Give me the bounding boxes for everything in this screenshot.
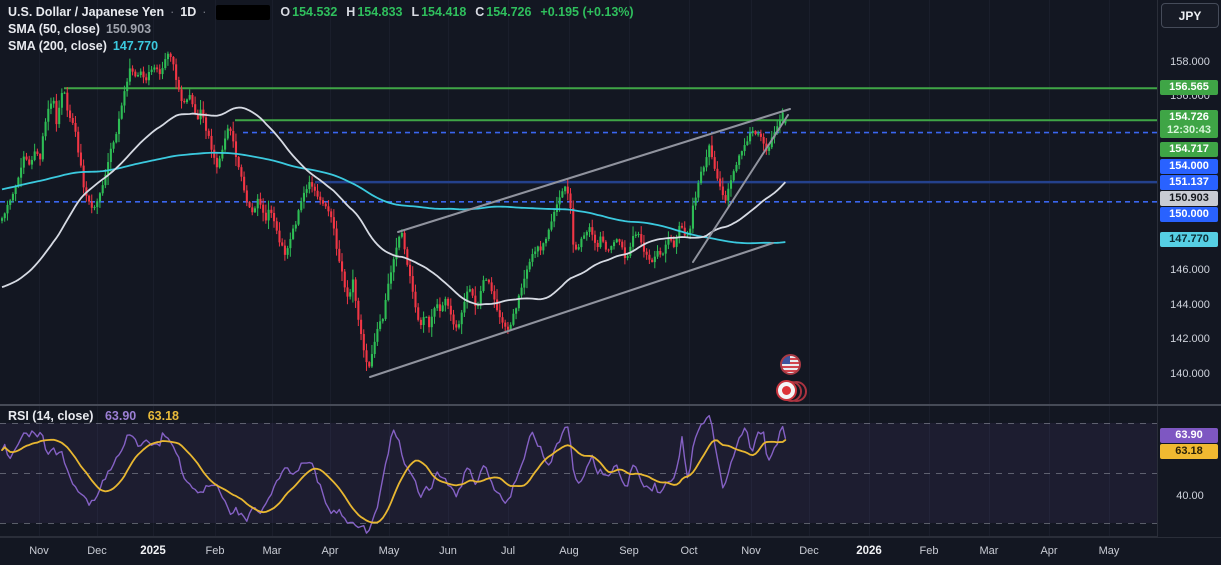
price-badge-154.717: 154.717 <box>1160 141 1218 157</box>
symbol-row[interactable]: U.S. Dollar / Japanese Yen · 1D · O 154.5… <box>8 4 636 20</box>
time-label-Jun: Jun <box>439 545 457 557</box>
countdown-timer: 12:30:43 <box>1166 124 1212 136</box>
time-label-Oct: Oct <box>680 545 698 557</box>
high-value: 154.833 <box>357 5 403 19</box>
japan-economic-event-icon[interactable] <box>776 380 797 401</box>
time-label-Feb: Feb <box>919 545 939 557</box>
us-economic-event-icon[interactable] <box>780 354 801 375</box>
rsi-ma-value: 63.18 <box>147 409 179 423</box>
separator: · <box>170 5 175 19</box>
sma50-value: 150.903 <box>105 22 152 36</box>
indicator-row-sma50[interactable]: SMA (50, close) 150.903 <box>8 21 636 37</box>
rsi-label: RSI (14, close) <box>8 409 94 423</box>
time-label-Nov: Nov <box>741 545 761 557</box>
price-badge-156.565: 156.565 <box>1160 79 1218 95</box>
time-label-Aug: Aug <box>559 545 579 557</box>
sma200-label: SMA (200, close) <box>8 39 107 53</box>
time-label-May: May <box>378 545 400 557</box>
time-label-Mar: Mar <box>979 545 999 557</box>
sma50-label: SMA (50, close) <box>8 22 100 36</box>
indicator-row-sma200[interactable]: SMA (200, close) 147.770 <box>8 38 636 54</box>
chart-canvas[interactable] <box>0 0 1157 537</box>
price-badge-154.726: 154.726 12:30:43 <box>1160 110 1218 138</box>
sma200-value: 147.770 <box>112 39 159 53</box>
pane-divider-handle[interactable] <box>0 404 1221 406</box>
time-label-2025: 2025 <box>140 545 166 557</box>
time-axis[interactable]: Nov Dec 2025 Feb Mar Apr May Jun Jul Aug Sep Oct Nov… <box>0 537 1221 565</box>
time-label-Apr: Apr <box>1040 545 1058 557</box>
price-tick: 158.000 <box>1170 56 1210 68</box>
price-tick: 146.000 <box>1170 264 1210 276</box>
price-badge-150.000: 150.000 <box>1160 206 1218 222</box>
time-label-2026: 2026 <box>856 545 882 557</box>
change-value: +0.195 (+0.13%) <box>540 5 634 19</box>
time-label-Sep: Sep <box>619 545 639 557</box>
time-label-Mar: Mar <box>262 545 282 557</box>
chart-legend: U.S. Dollar / Japanese Yen · 1D · O 154.5… <box>8 4 636 54</box>
price-tick: 140.000 <box>1170 368 1210 380</box>
rsi-legend-row[interactable]: RSI (14, close) 63.90 63.18 <box>8 409 179 423</box>
rsi-tick: 40.00 <box>1176 490 1204 502</box>
open-value: 154.532 <box>292 5 338 19</box>
price-tick: 142.000 <box>1170 333 1210 345</box>
time-label-Apr: Apr <box>321 545 339 557</box>
price-badge-154.000: 154.000 <box>1160 158 1218 174</box>
time-label-Nov: Nov <box>29 545 49 557</box>
price-badge-150.903: 150.903 <box>1160 190 1218 206</box>
separator: · <box>202 5 207 19</box>
open-label: O <box>280 5 291 19</box>
price-badge-147.770: 147.770 <box>1160 231 1218 247</box>
redacted-provider-box <box>216 4 271 20</box>
ohlc-values: O 154.532 H 154.833 L 154.418 C 154.726 +0.1… <box>280 4 635 20</box>
close-label: C <box>475 5 485 19</box>
time-label-Dec: Dec <box>799 545 819 557</box>
time-label-Feb: Feb <box>205 545 225 557</box>
low-label: L <box>411 5 420 19</box>
interval-label[interactable]: 1D <box>180 5 197 19</box>
price-tick: 144.000 <box>1170 299 1210 311</box>
price-scale-axis[interactable]: 158.000 156.000 146.000 144.000 142.000 140.0… <box>1157 0 1221 537</box>
symbol-title: U.S. Dollar / Japanese Yen <box>8 5 165 19</box>
time-label-Dec: Dec <box>87 545 107 557</box>
currency-unit-button[interactable]: JPY <box>1161 3 1219 28</box>
close-value: 154.726 <box>486 5 532 19</box>
high-label: H <box>346 5 356 19</box>
low-value: 154.418 <box>421 5 467 19</box>
rsi-badge-63.90: 63.90 <box>1160 427 1218 443</box>
rsi-value: 63.90 <box>104 409 137 423</box>
time-label-Jul: Jul <box>500 545 516 557</box>
time-label-May: May <box>1098 545 1120 557</box>
rsi-badge-63.18: 63.18 <box>1160 443 1218 459</box>
price-badge-151.137: 151.137 <box>1160 174 1218 190</box>
